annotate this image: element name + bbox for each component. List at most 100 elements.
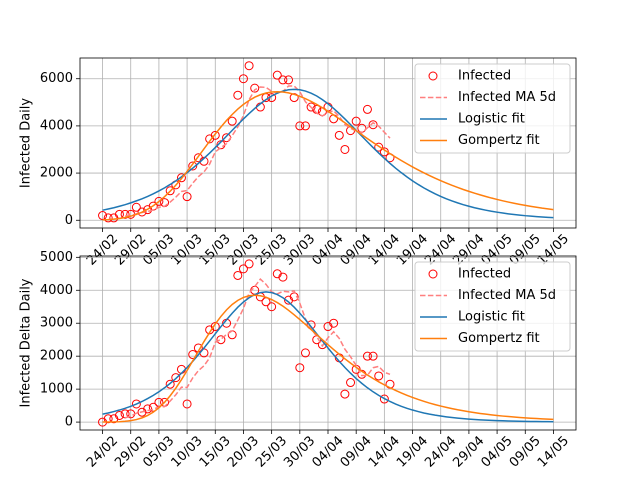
data-point bbox=[131, 399, 141, 409]
data-point bbox=[182, 399, 192, 409]
data-point bbox=[374, 371, 384, 381]
legend-frame bbox=[414, 63, 571, 154]
fit-line bbox=[102, 294, 554, 423]
y-tick-label: 2000 bbox=[40, 166, 73, 181]
y-tick-label: 5000 bbox=[40, 250, 73, 265]
fit-line bbox=[102, 88, 554, 219]
x-tick-label: 14/05 bbox=[535, 433, 572, 470]
data-point bbox=[244, 61, 254, 71]
legend-marker bbox=[428, 269, 438, 279]
data-point bbox=[182, 192, 192, 202]
x-tick-label: 24/04 bbox=[422, 433, 459, 470]
data-point bbox=[272, 70, 282, 80]
data-point bbox=[289, 292, 299, 302]
data-point bbox=[346, 378, 356, 388]
data-point bbox=[368, 120, 378, 130]
moving-average-line bbox=[125, 85, 391, 217]
data-point bbox=[131, 202, 141, 212]
data-point bbox=[244, 259, 254, 269]
legend: Infected Infected MA 5d Logistic fit Gomper… bbox=[414, 261, 571, 352]
y-tick-label: 3000 bbox=[40, 316, 73, 331]
data-point bbox=[210, 322, 220, 332]
x-tick-label: 05/03 bbox=[140, 433, 177, 470]
legend-frame bbox=[414, 261, 571, 352]
axes: 24/0229/0205/0310/0315/0320/0325/0330/03… bbox=[19, 57, 577, 269]
legend-label: Infected bbox=[458, 267, 511, 282]
data-point bbox=[284, 75, 294, 85]
data-point bbox=[171, 373, 181, 383]
data-point bbox=[227, 116, 237, 126]
data-point bbox=[306, 102, 316, 112]
data-point bbox=[238, 74, 248, 84]
y-tick-label: 2000 bbox=[40, 349, 73, 364]
data-point bbox=[334, 130, 344, 140]
data-point bbox=[340, 144, 350, 154]
data-point bbox=[120, 409, 130, 419]
axes: 24/0229/0205/0310/0315/0320/0325/0330/03… bbox=[19, 250, 577, 471]
moving-average-line bbox=[124, 277, 391, 419]
y-axis-label: Infected Delta Daily bbox=[19, 278, 34, 407]
data-point bbox=[278, 75, 288, 85]
legend-label: Infected MA 5d bbox=[458, 288, 556, 303]
x-tick-label: 29/02 bbox=[112, 433, 149, 470]
legend-label: Logistic fit bbox=[458, 112, 525, 127]
data-point bbox=[362, 104, 372, 114]
y-tick-label: 0 bbox=[65, 415, 73, 430]
data-point bbox=[329, 318, 339, 328]
x-tick-label: 15/03 bbox=[197, 433, 234, 470]
data-point bbox=[357, 123, 367, 133]
legend: Infected Infected MA 5d Logistic fit Gomper… bbox=[414, 63, 571, 154]
x-tick-label: 24/02 bbox=[84, 433, 121, 470]
data-point bbox=[103, 213, 113, 223]
data-point bbox=[351, 116, 361, 126]
x-tick-label: 30/03 bbox=[281, 433, 318, 470]
legend-label: Infected bbox=[458, 69, 511, 84]
x-tick-label: 10/03 bbox=[169, 433, 206, 470]
x-tick-label: 04/05 bbox=[479, 433, 516, 470]
data-point bbox=[154, 196, 164, 206]
data-point bbox=[188, 161, 198, 171]
data-point bbox=[267, 93, 277, 103]
x-tick-label: 19/04 bbox=[394, 433, 431, 470]
data-point bbox=[210, 130, 220, 140]
axes-frame bbox=[79, 255, 577, 431]
legend-label: Logistic fit bbox=[458, 310, 525, 325]
data-point bbox=[368, 351, 378, 361]
data-point bbox=[233, 90, 243, 100]
data-point bbox=[165, 379, 175, 389]
x-tick-label: 14/04 bbox=[366, 433, 403, 470]
data-point bbox=[165, 186, 175, 196]
legend-label: Infected MA 5d bbox=[458, 90, 556, 105]
data-point bbox=[176, 173, 186, 183]
y-axis-label: Infected Daily bbox=[19, 98, 34, 188]
data-point bbox=[362, 351, 372, 361]
fit-line bbox=[102, 90, 554, 221]
data-point bbox=[216, 335, 226, 345]
x-tick-label: 25/03 bbox=[253, 433, 290, 470]
axes-frame bbox=[79, 57, 577, 229]
data-point bbox=[379, 394, 389, 404]
legend-marker bbox=[428, 71, 438, 81]
data-point bbox=[278, 272, 288, 282]
y-tick-label: 1000 bbox=[40, 382, 73, 397]
data-point bbox=[250, 83, 260, 93]
data-point bbox=[137, 207, 147, 217]
data-point bbox=[300, 348, 310, 358]
fit-line bbox=[102, 291, 554, 423]
data-point bbox=[109, 213, 119, 223]
data-point bbox=[267, 302, 277, 312]
data-point bbox=[103, 414, 113, 424]
legend-label: Gompertz fit bbox=[458, 331, 540, 346]
data-point bbox=[238, 264, 248, 274]
y-tick-label: 4000 bbox=[40, 118, 73, 133]
data-point bbox=[340, 389, 350, 399]
legend-label: Gompertz fit bbox=[458, 133, 540, 148]
y-tick-label: 0 bbox=[65, 213, 73, 228]
data-point bbox=[233, 270, 243, 280]
data-point bbox=[295, 121, 305, 131]
y-tick-label: 4000 bbox=[40, 283, 73, 298]
data-point bbox=[114, 411, 124, 420]
x-tick-label: 04/04 bbox=[309, 433, 346, 470]
